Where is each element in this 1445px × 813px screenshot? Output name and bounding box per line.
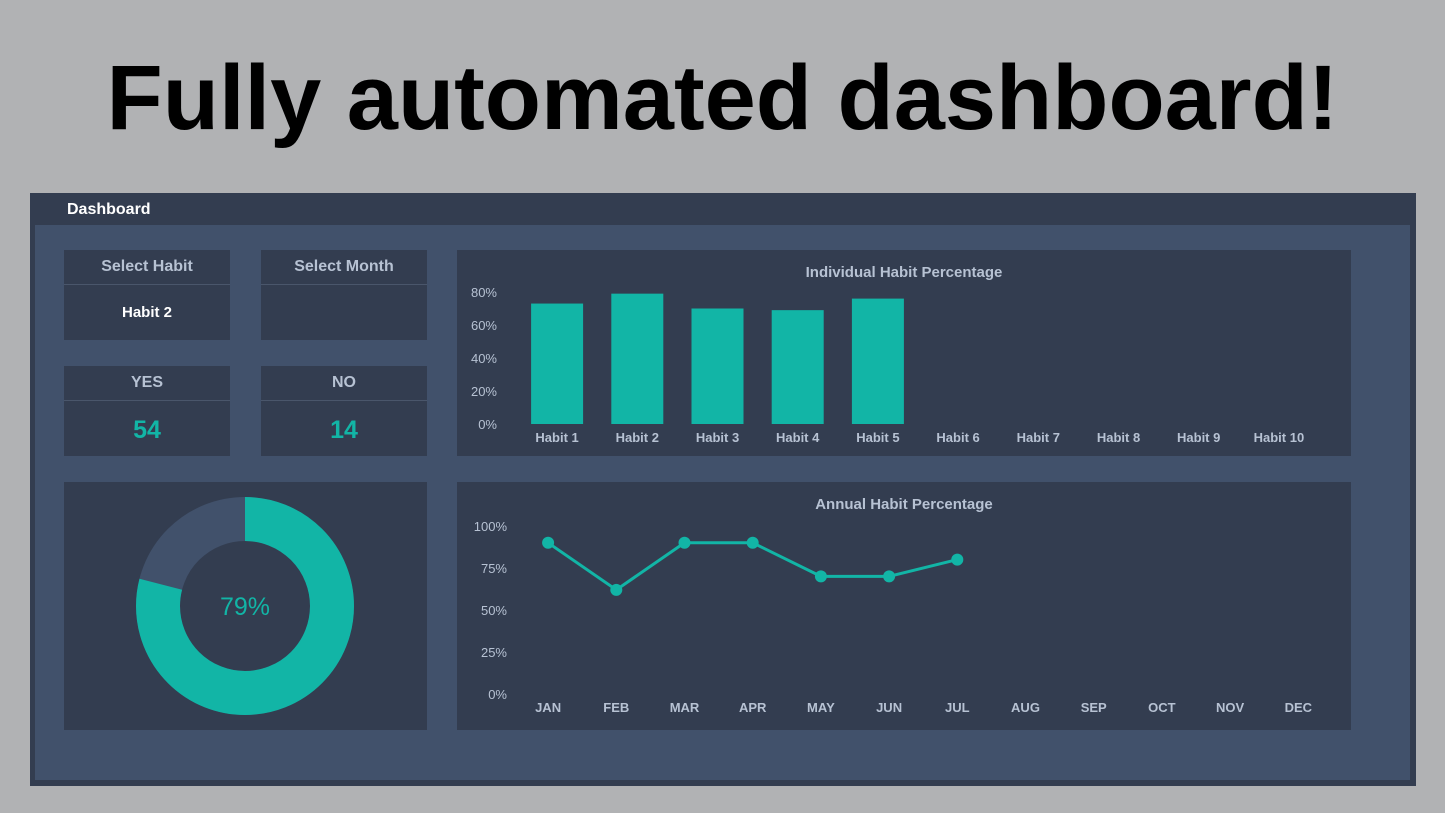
line-y-tick: 25% [481,645,507,660]
bar-x-tick: Habit 10 [1254,430,1305,445]
donut-progress-arc [136,497,354,715]
line-x-tick: APR [739,700,767,715]
line-point [610,583,623,596]
line-x-tick: JUN [876,700,902,715]
line-x-tick: JUL [945,700,970,715]
bar-y-tick: 80% [471,285,497,300]
select-month-value[interactable] [261,285,427,341]
bar-x-tick: Habit 4 [776,430,820,445]
line-x-tick: MAY [807,700,835,715]
dashboard-body: Select Habit Habit 2 Select Month YES 54… [35,225,1410,780]
line-point [678,536,691,549]
select-month-card[interactable]: Select Month [261,250,427,340]
line-y-tick: 50% [481,603,507,618]
bar-x-tick: Habit 8 [1097,430,1140,445]
bar [851,298,904,424]
series-line [547,541,958,592]
select-habit-label: Select Habit [64,250,230,285]
bar [611,293,664,424]
bar-x-tick: Habit 3 [696,430,739,445]
select-habit-value[interactable]: Habit 2 [121,304,172,321]
bar-y-tick: 20% [471,384,497,399]
bar-x-tick: Habit 1 [535,430,578,445]
headline: Fully automated dashboard! [106,47,1339,149]
bar-x-tick: Habit 7 [1017,430,1060,445]
line-y-tick: 0% [488,687,507,702]
line-x-tick: AUG [1011,700,1040,715]
no-count-card: NO 14 [261,366,427,456]
yes-label: YES [64,366,230,401]
bar [691,308,744,424]
line-x-tick: NOV [1216,700,1245,715]
no-label: NO [261,366,427,401]
bar-y-tick: 40% [471,351,497,366]
line-x-tick: OCT [1148,700,1176,715]
dashboard-window: Dashboard Select Habit Habit 2 Select Mo… [30,193,1416,786]
select-month-label: Select Month [261,250,427,285]
line-x-tick: JAN [535,700,561,715]
individual-habit-chart-card: Individual Habit Percentage 80% 60% 40% 20%… [457,250,1351,456]
bar-x-tick: Habit 2 [616,430,659,445]
line-x-tick: MAR [670,700,700,715]
line-point [883,570,896,583]
no-value: 14 [330,416,358,444]
bar-chart: 80% 60% 40% 20% 0% Habit 1 Habit 2 Habit 3 Habit… [471,285,1305,445]
donut-chart: 79% [136,497,354,715]
bar [771,310,824,424]
line-x-tick: SEP [1081,700,1107,715]
line-point [814,570,827,583]
bar-chart-title: Individual Habit Percentage [805,264,1003,281]
bar-x-tick: Habit 9 [1177,430,1220,445]
annual-habit-chart-card: Annual Habit Percentage 100% 75% 50% 25% 0% J… [457,482,1351,730]
line-x-tick: DEC [1285,700,1313,715]
line-x-tick: FEB [603,700,629,715]
line-point [542,536,555,549]
window-title: Dashboard [67,201,151,218]
line-chart-title: Annual Habit Percentage [815,496,993,513]
bar-x-tick: Habit 6 [936,430,979,445]
line-point [746,536,759,549]
bar-y-tick: 0% [478,417,497,432]
bar-x-tick: Habit 5 [856,430,899,445]
line-y-tick: 100% [474,519,508,534]
select-habit-card[interactable]: Select Habit Habit 2 [64,250,230,340]
yes-count-card: YES 54 [64,366,230,456]
line-y-tick: 75% [481,561,507,576]
bar-y-tick: 60% [471,318,497,333]
bar [531,303,584,424]
line-point [951,553,964,566]
yes-value: 54 [133,416,161,444]
line-chart: 100% 75% 50% 25% 0% JAN FEB MAR APR MAY JUN JUL AUG S… [474,519,1313,715]
donut-label: 79% [220,593,270,621]
donut-card: 79% [64,482,427,730]
